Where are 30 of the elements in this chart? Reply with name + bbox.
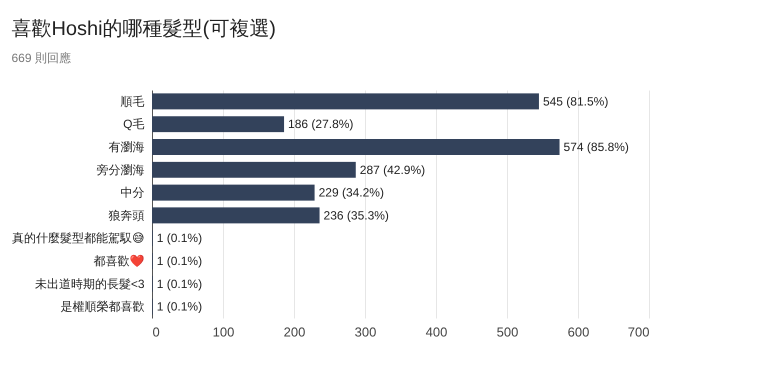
x-tick-label: 500 [496, 324, 518, 340]
y-tick-label: 狼奔頭 [108, 208, 144, 222]
x-tick-label: 200 [284, 324, 306, 340]
y-tick-label: 都喜歡❤ [94, 254, 144, 268]
x-tick-label: 100 [212, 324, 234, 340]
x-tick-label: 400 [426, 324, 448, 340]
y-tick-label: 是權順榮都喜歡 [60, 300, 144, 314]
x-tick-label: 600 [568, 324, 590, 340]
data-label: 574 (85.8%) [564, 140, 629, 154]
x-tick-label: 700 [628, 324, 650, 340]
data-label: 1 (0.1%) [156, 231, 202, 246]
y-tick-label: Q毛 [123, 117, 144, 132]
y-tick-label: 中分 [120, 186, 144, 200]
data-label: 1 (0.1%) [156, 276, 202, 291]
y-tick-label: 順毛 [120, 94, 144, 108]
y-tick-label: 有瀏海 [108, 140, 144, 154]
data-label: 545 (81.5%) [542, 94, 608, 108]
data-label: 229 (34.2%) [318, 186, 384, 200]
data-label: 1 (0.1%) [156, 254, 202, 268]
data-label: 186 (27.8%) [288, 117, 354, 132]
x-tick-label: 300 [354, 324, 376, 340]
data-label: 1 (0.1%) [156, 300, 202, 314]
data-label: 287 (42.9%) [360, 162, 426, 177]
y-tick-label: 未出道時期的長髮<3 [34, 276, 145, 291]
data-label: 236 (35.3%) [324, 208, 389, 222]
x-tick-label: 0 [152, 324, 160, 340]
chart-title: 喜歡Hoshi的哪種髮型(可複選) [11, 18, 276, 40]
y-tick-label: 旁分瀏海 [96, 162, 144, 177]
text: 669 則回應 [11, 51, 71, 65]
y-tick-label: 真的什麼髮型都能駕馭😅 [12, 231, 144, 246]
